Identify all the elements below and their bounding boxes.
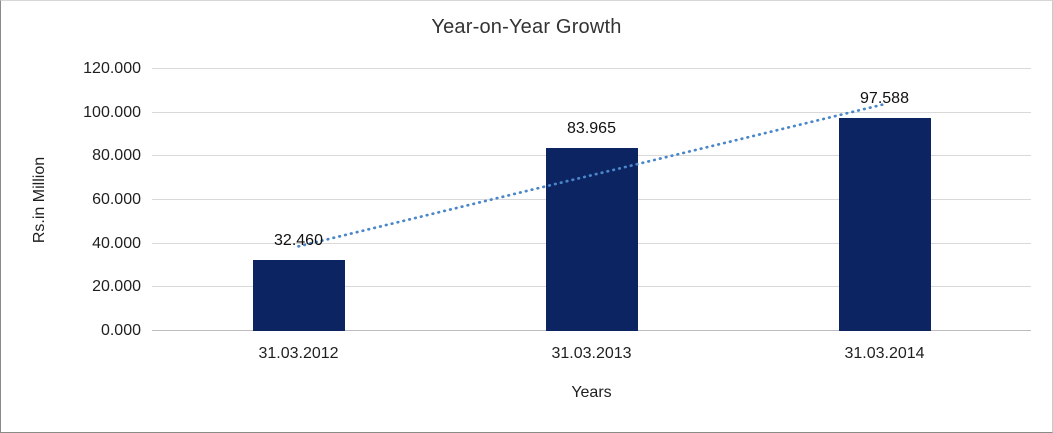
y-tick-label: 20.000 <box>92 278 141 296</box>
x-tick-label: 31.03.2014 <box>844 345 925 362</box>
gridline <box>152 68 1031 69</box>
chart-title: Year-on-Year Growth <box>431 16 622 38</box>
gridline <box>152 111 1031 113</box>
bar-value-label: 32.460 <box>274 232 323 250</box>
x-tick-label: 31.03.2013 <box>551 345 632 362</box>
y-tick-label: 40.000 <box>92 234 141 252</box>
bar-value-label: 83.965 <box>567 119 616 137</box>
y-tick-label: 100.000 <box>83 103 141 121</box>
bar-31.03.2012 <box>252 260 345 331</box>
x-axis-title: Years <box>571 384 612 401</box>
bar-31.03.2013 <box>545 147 638 331</box>
plot-area: Years 31.03.2012 31.03.2013 31.03.2014 32.4… <box>152 68 1031 401</box>
bar-value-label: 97.588 <box>860 89 909 107</box>
y-tick-label: 120.000 <box>83 60 141 77</box>
y-tick-label: 60.000 <box>92 191 141 208</box>
x-tick-label: 31.03.2012 <box>258 345 339 362</box>
bar-31.03.2014 <box>838 117 931 331</box>
y-tick-label: 80.000 <box>92 147 141 165</box>
y-tick-label: 0.000 <box>100 322 141 339</box>
trendline <box>297 102 886 248</box>
